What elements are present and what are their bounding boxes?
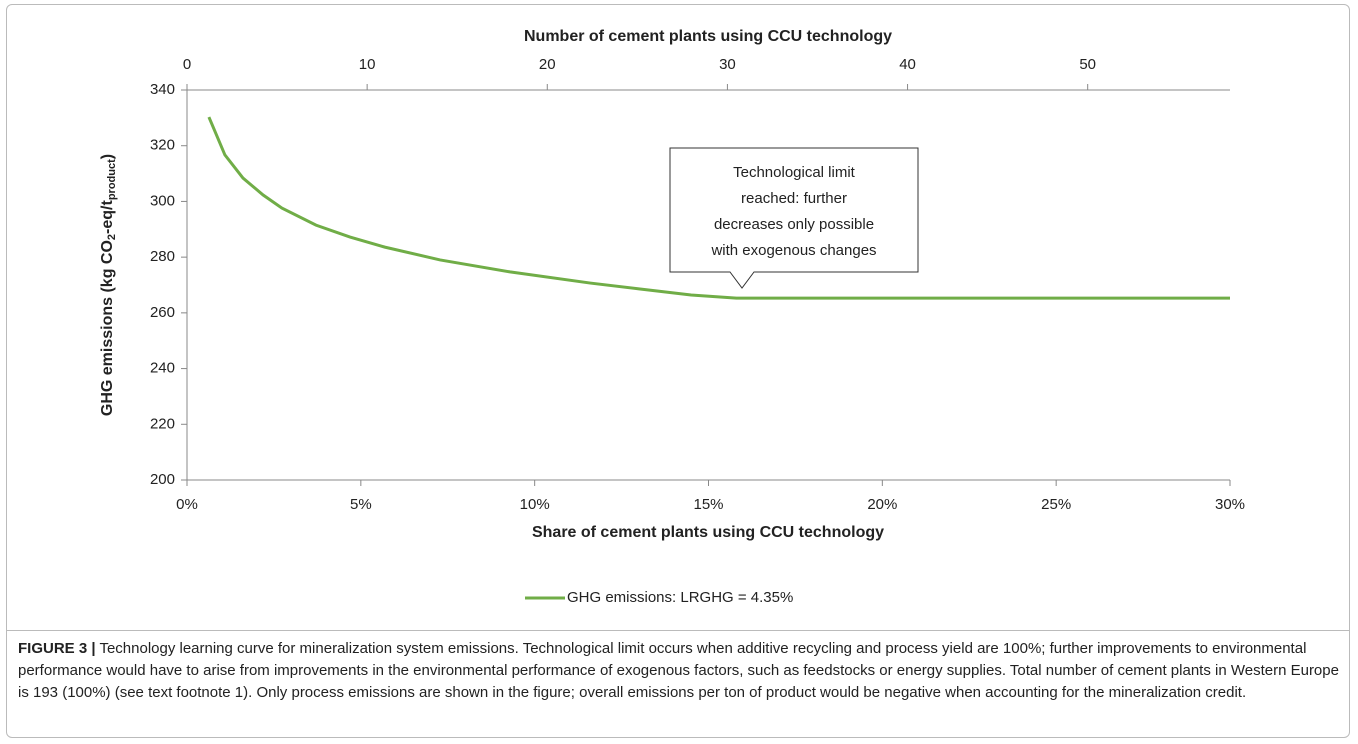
y-title-part: -eq/t	[99, 200, 116, 234]
y-title-part: GHG emissions (kg CO	[99, 240, 116, 416]
caption: FIGURE 3 | Technology learning curve for…	[18, 638, 1343, 704]
x-tick-label: 30%	[1215, 496, 1245, 513]
x-axis-title: Share of cement plants using CCU technol…	[532, 524, 884, 541]
legend-label: GHG emissions: LRGHG = 4.35%	[567, 589, 793, 606]
annotation-box	[669, 147, 919, 289]
top-tick-label: 50	[1079, 56, 1096, 73]
annotation-text: decreases only possible	[714, 216, 874, 233]
top-tick-label: 20	[539, 56, 556, 73]
annotation-text: reached: further	[741, 190, 847, 207]
x-tick-label: 15%	[693, 496, 723, 513]
y-title-part: )	[99, 154, 116, 159]
y-tick-label: 320	[150, 137, 175, 154]
y-title-sub: 2	[106, 234, 118, 240]
top-tick-label: 30	[719, 56, 736, 73]
x-tick-label: 5%	[350, 496, 372, 513]
caption-text: Technology learning curve for mineraliza…	[18, 640, 1339, 701]
separator	[6, 630, 1350, 631]
top-tick-label: 10	[359, 56, 376, 73]
x-tick-label: 25%	[1041, 496, 1071, 513]
annotation-text: Technological limit	[733, 164, 856, 181]
y-tick-label: 340	[150, 81, 175, 98]
top-axis-title: Number of cement plants using CCU techno…	[524, 28, 892, 45]
x-tick-label: 20%	[867, 496, 897, 513]
caption-label: FIGURE 3 |	[18, 640, 96, 657]
y-tick-label: 220	[150, 415, 175, 432]
line	[207, 116, 1230, 300]
y-tick-label: 260	[150, 304, 175, 321]
annotation-text: with exogenous changes	[710, 242, 876, 259]
y-tick-label: 280	[150, 248, 175, 265]
top-tick-label: 40	[899, 56, 916, 73]
y-tick-label: 200	[150, 471, 175, 488]
y-tick-label: 240	[150, 360, 175, 377]
y-tick-label: 300	[150, 192, 175, 209]
x-tick-label: 0%	[176, 496, 198, 513]
chart: Number of cement plants using CCU techno…	[99, 28, 1245, 606]
x-tick-label: 10%	[520, 496, 550, 513]
y-title-sub: product	[106, 159, 118, 200]
top-tick-label: 0	[183, 56, 191, 73]
y-axis-title: GHG emissions (kg CO2-eq/tproduct)	[99, 154, 118, 416]
figure-frame	[6, 4, 1350, 738]
